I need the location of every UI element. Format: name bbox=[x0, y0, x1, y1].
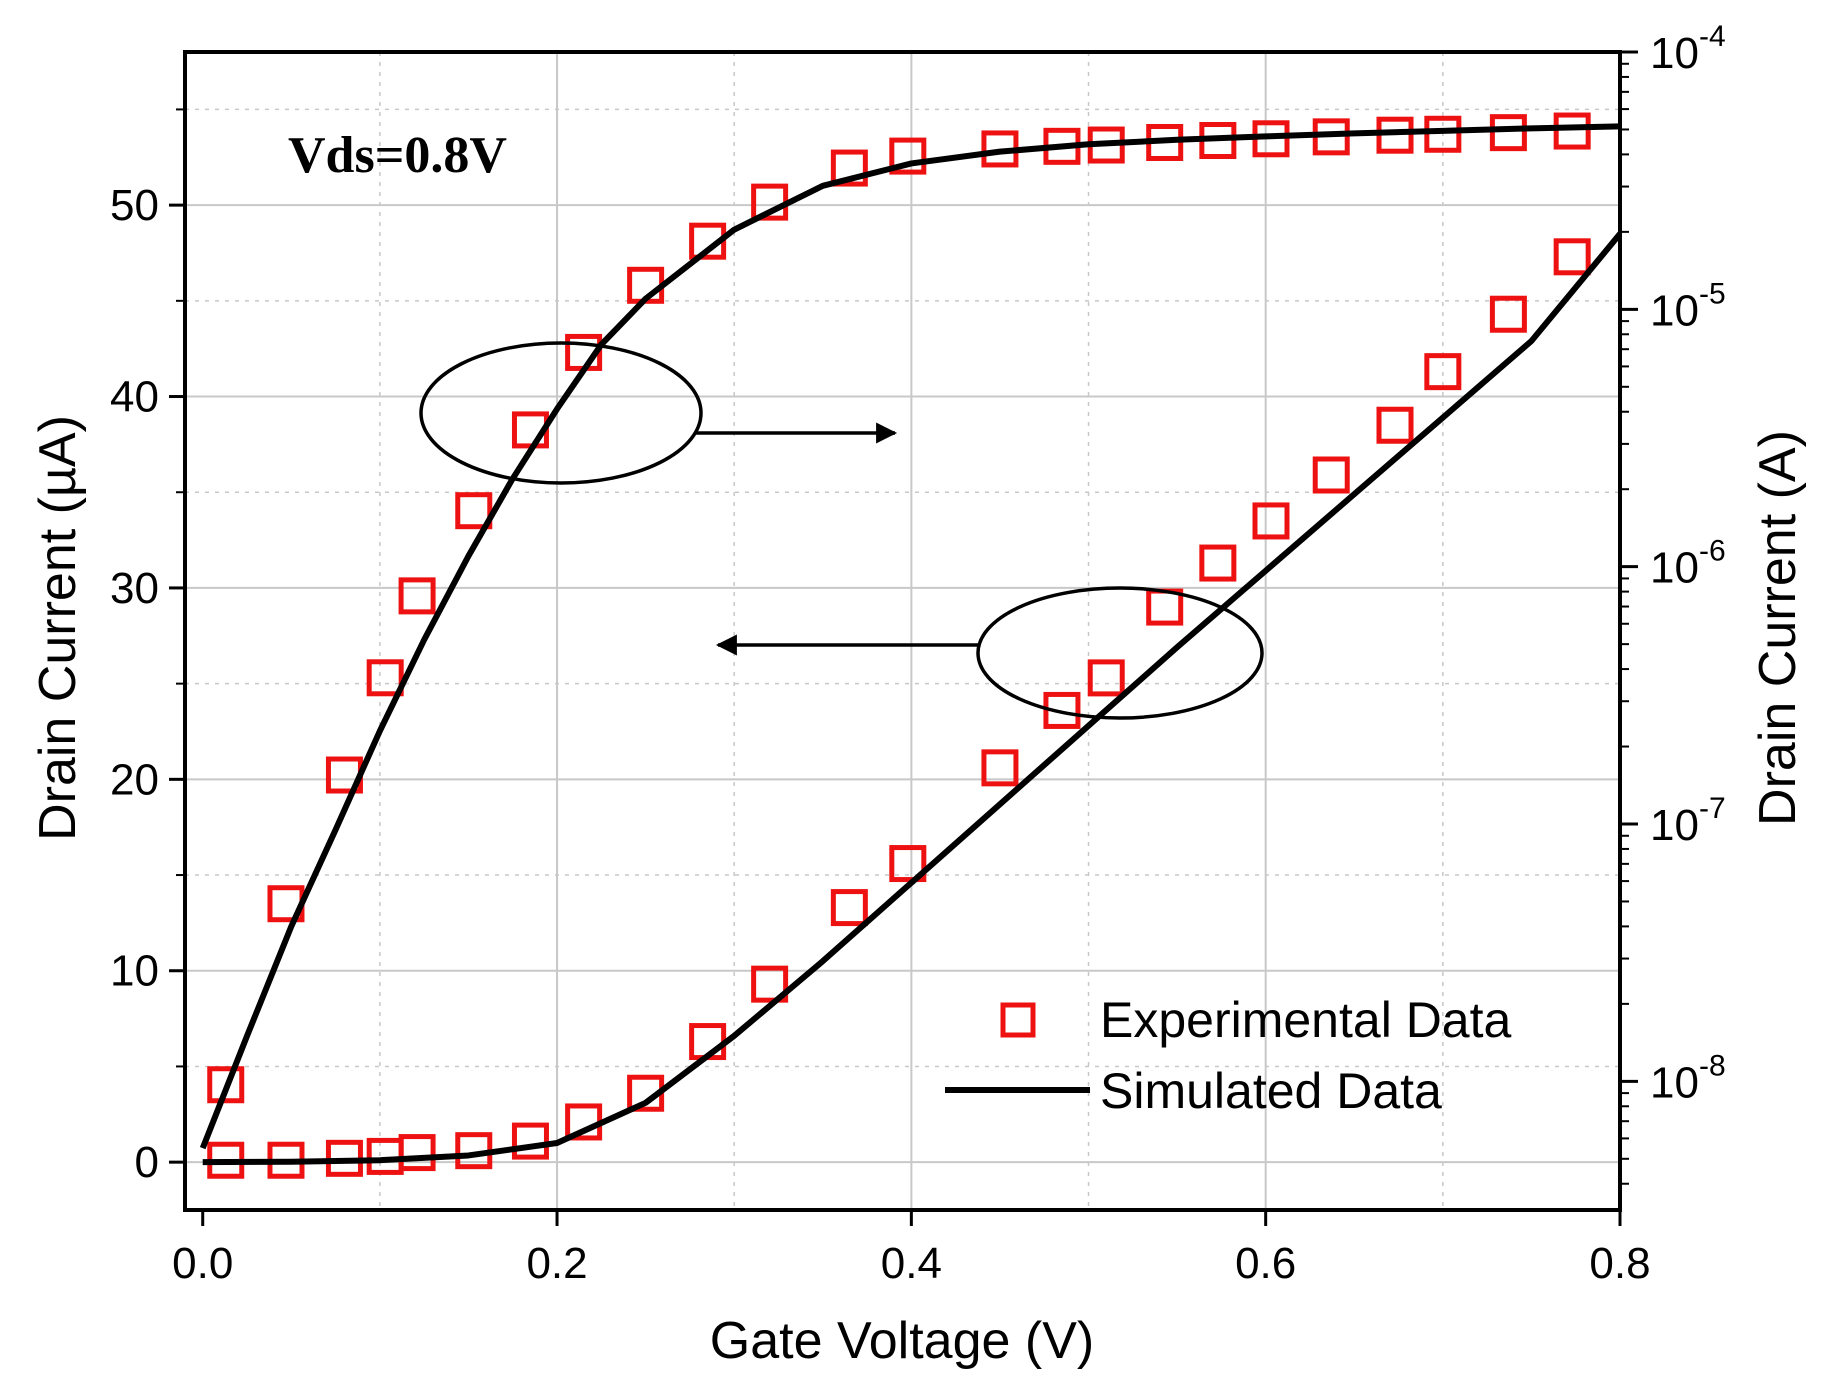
data-point-experimental bbox=[830, 889, 868, 927]
y-right-tick-label: 10-8 bbox=[1650, 1049, 1726, 1107]
legend-label-simulated: Simulated Data bbox=[1100, 1063, 1442, 1119]
legend-label-experimental: Experimental Data bbox=[1100, 992, 1511, 1048]
y-right-tick-label: 10-4 bbox=[1650, 20, 1726, 78]
data-point-experimental bbox=[1553, 112, 1591, 150]
callout-ellipse-linear bbox=[976, 586, 1264, 720]
series-line-simulated bbox=[202, 231, 1620, 1166]
data-point-experimental bbox=[398, 1134, 436, 1172]
y-axis-title-left: Drain Current (µA) bbox=[29, 415, 87, 841]
annotation-vds: Vds=0.8V bbox=[288, 127, 507, 184]
data-point-experimental bbox=[1252, 502, 1290, 540]
data-point-experimental bbox=[455, 492, 493, 530]
y-right-tick-label: 10-5 bbox=[1650, 277, 1726, 335]
y-axis-title-right: Drain Current (A) bbox=[1749, 430, 1807, 826]
data-point-experimental bbox=[1553, 238, 1591, 276]
data-point-experimental bbox=[1199, 544, 1237, 582]
plot-frame bbox=[183, 50, 1622, 1212]
y-left-tick-label: 30 bbox=[110, 564, 159, 613]
data-point-experimental bbox=[1489, 295, 1527, 333]
callouts bbox=[419, 341, 1264, 720]
y-right-tick-label: 10-7 bbox=[1650, 792, 1726, 850]
series-layer bbox=[199, 112, 1620, 1179]
y-left-tick-label: 50 bbox=[110, 181, 159, 230]
data-point-experimental bbox=[1146, 588, 1184, 626]
legend-marker-experimental bbox=[1000, 1002, 1036, 1038]
data-point-experimental bbox=[1087, 659, 1125, 697]
data-point-experimental bbox=[830, 149, 868, 187]
y-left-tick-label: 0 bbox=[135, 1138, 159, 1187]
data-point-experimental bbox=[751, 965, 789, 1003]
data-point-experimental bbox=[398, 577, 436, 615]
x-tick-label: 0.8 bbox=[1589, 1239, 1650, 1288]
y-left-tick-label: 20 bbox=[110, 755, 159, 804]
x-tick-label: 0.2 bbox=[526, 1239, 587, 1288]
data-point-experimental bbox=[366, 659, 404, 697]
data-point-experimental bbox=[1312, 456, 1350, 494]
data-point-experimental bbox=[889, 845, 927, 883]
data-point-experimental bbox=[981, 749, 1019, 787]
x-tick-label: 0.6 bbox=[1235, 1239, 1296, 1288]
axis-ticks: 0.0 0.2 0.4 0.6 0.8 0 10 20 30 40 50 10-8 10-7 10-6 10… bbox=[110, 20, 1726, 1288]
data-point-experimental bbox=[511, 1122, 549, 1160]
y-right-tick-label: 10-6 bbox=[1650, 535, 1726, 593]
data-point-experimental bbox=[1424, 353, 1462, 391]
data-point-experimental bbox=[889, 137, 927, 175]
data-point-experimental bbox=[207, 1066, 245, 1104]
series-line-simulated bbox=[199, 123, 1620, 1150]
data-point-experimental bbox=[1376, 406, 1414, 444]
x-tick-label: 0.0 bbox=[172, 1239, 233, 1288]
y-left-tick-label: 10 bbox=[110, 947, 159, 996]
x-axis-title: Gate Voltage (V) bbox=[710, 1312, 1094, 1370]
x-tick-label: 0.4 bbox=[881, 1239, 942, 1288]
callout-ellipse-log bbox=[419, 341, 703, 485]
y-left-tick-label: 40 bbox=[110, 373, 159, 422]
data-point-experimental bbox=[1489, 114, 1527, 152]
legend: Experimental Data Simulated Data bbox=[945, 992, 1511, 1119]
